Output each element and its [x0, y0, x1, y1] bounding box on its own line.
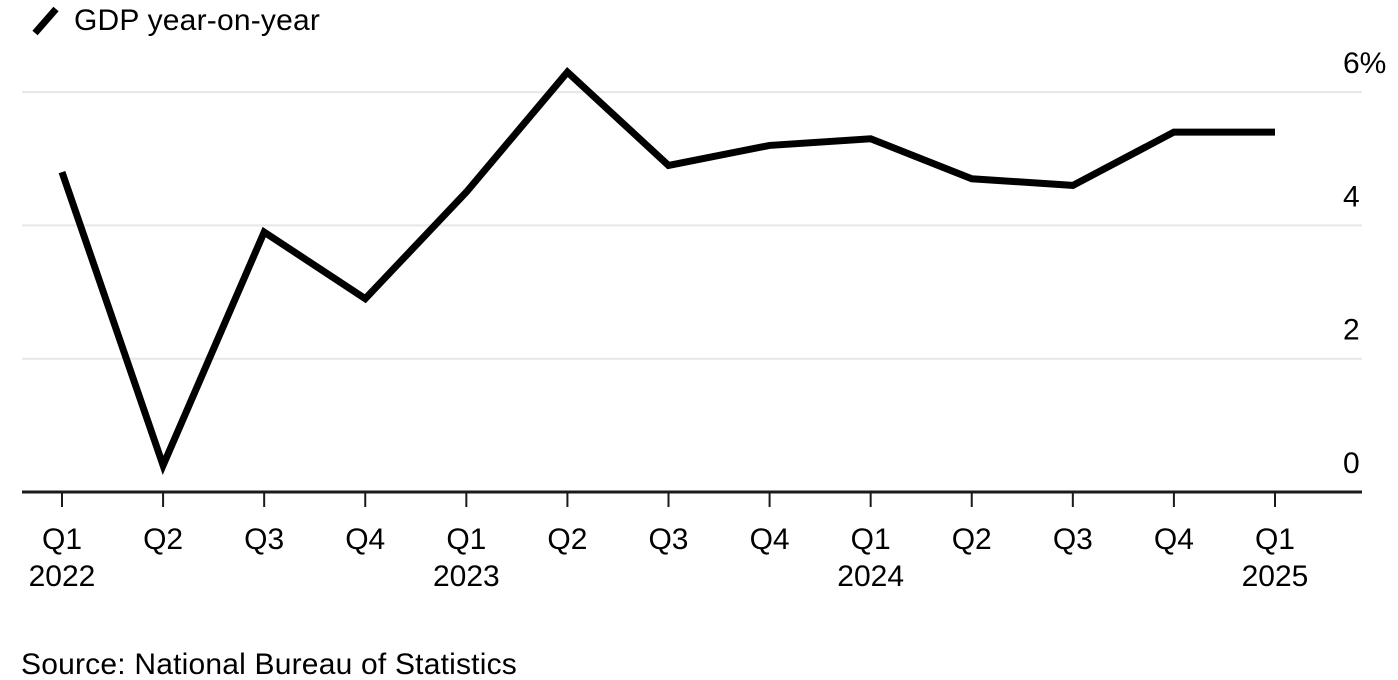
x-tick-label: Q1: [1255, 523, 1295, 556]
source-note: Source: National Bureau of Statistics: [21, 648, 517, 680]
y-axis-label: 2: [1343, 314, 1360, 347]
x-tick-label: Q1: [446, 523, 486, 556]
x-year-label: 2023: [433, 560, 500, 593]
x-tick-label: Q2: [547, 523, 587, 556]
x-tick-label: Q4: [1154, 523, 1194, 556]
data-line: [58, 67, 1275, 476]
x-tick-label: Q1: [851, 523, 891, 556]
y-axis-label: 6%: [1343, 47, 1386, 80]
y-axis-label: 4: [1343, 180, 1360, 213]
x-tick-label: Q3: [1053, 523, 1093, 556]
legend-series-label: GDP year-on-year: [74, 4, 321, 37]
x-tick-label: Q3: [244, 523, 284, 556]
x-tick-label: Q2: [143, 523, 183, 556]
line-series-swatch-icon: [32, 6, 59, 36]
x-tick-label: Q4: [345, 523, 385, 556]
x-year-label: 2024: [837, 560, 904, 593]
gdp-line-chart: 0 2 4 6% Q1 2022 Q2 Q3 Q4 Q1 2023 Q2 Q3 Q4 Q1 2024 Q2 Q3 Q…: [22, 47, 1386, 593]
x-year-label: 2025: [1242, 560, 1309, 593]
x-tick-label: Q1: [42, 523, 82, 556]
y-axis-label: 0: [1343, 447, 1360, 480]
chart-legend: GDP year-on-year: [30, 2, 320, 40]
x-year-label: 2022: [29, 560, 96, 593]
x-tick-label: Q4: [750, 523, 790, 556]
x-tick-label: Q2: [952, 523, 992, 556]
x-tick-label: Q3: [648, 523, 688, 556]
